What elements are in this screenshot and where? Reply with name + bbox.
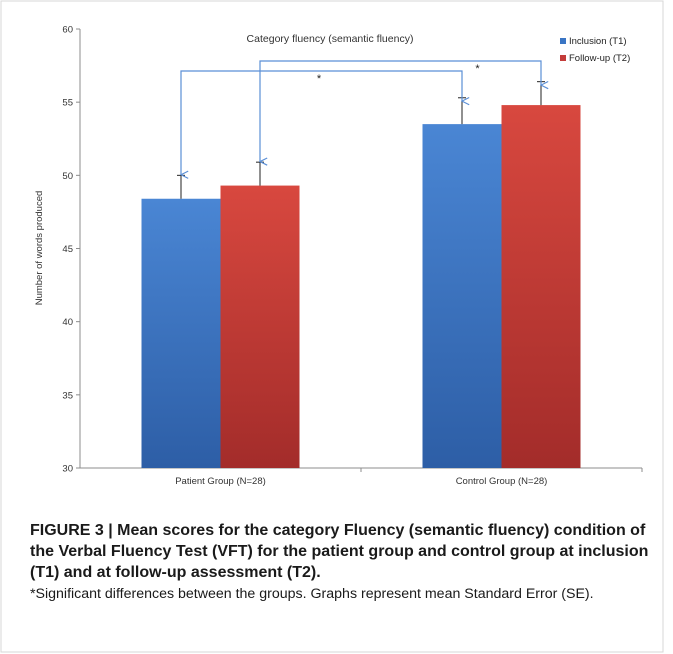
y-axis: 30 35 40 45 50 55 60 (62, 25, 81, 475)
y-tick-label: 55 (62, 98, 73, 109)
y-tick-label: 60 (62, 25, 73, 36)
x-tick-label: Patient Group (N=28) (175, 476, 266, 487)
caption-title: FIGURE 3 | Mean scores for the category … (30, 522, 649, 581)
significance-marker: * (317, 73, 322, 85)
chart-title: Category fluency (semantic fluency) (247, 33, 414, 45)
bar (220, 185, 300, 468)
legend-label: Follow-up (T2) (569, 53, 630, 64)
y-tick-label: 45 (62, 244, 73, 255)
significance-brackets: ** (181, 60, 541, 175)
x-tick-label: Control Group (N=28) (456, 476, 548, 487)
y-tick-label: 40 (62, 317, 73, 328)
bars (141, 105, 581, 469)
y-tick-label: 30 (62, 464, 73, 475)
y-tick-label: 50 (62, 171, 73, 182)
significance-marker: * (475, 63, 480, 75)
legend: Inclusion (T1) Follow-up (T2) (560, 36, 630, 64)
bar (422, 124, 502, 468)
caption-note: *Significant differences between the gro… (30, 586, 594, 602)
figure-caption: FIGURE 3 | Mean scores for the category … (30, 520, 666, 604)
significance-bracket (181, 70, 462, 175)
significance-bracket (260, 60, 541, 162)
legend-label: Inclusion (T1) (569, 36, 627, 47)
y-tick-label: 35 (62, 390, 73, 401)
x-axis: Patient Group (N=28) Control Group (N=28) (80, 467, 643, 487)
legend-swatch (560, 55, 566, 61)
bar (141, 198, 221, 468)
bar (501, 105, 581, 469)
legend-swatch (560, 38, 566, 44)
y-axis-label: Number of words produced (34, 191, 45, 306)
